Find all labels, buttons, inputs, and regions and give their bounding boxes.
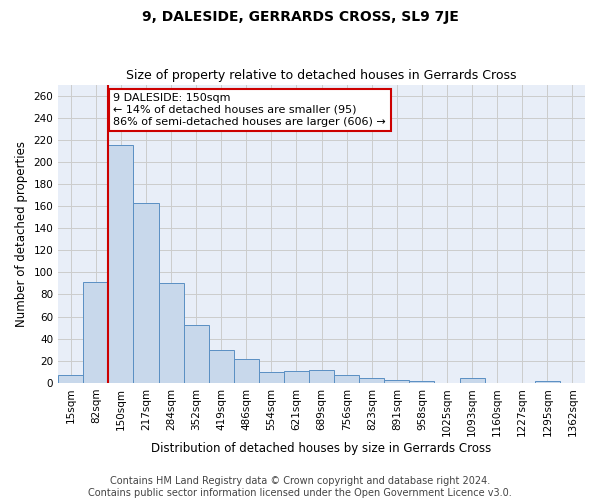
Bar: [259, 372, 284, 383]
Bar: [284, 370, 309, 383]
Text: 9 DALESIDE: 150sqm
← 14% of detached houses are smaller (95)
86% of semi-detache: 9 DALESIDE: 150sqm ← 14% of detached hou…: [113, 94, 386, 126]
Bar: [158, 284, 184, 383]
Y-axis label: Number of detached properties: Number of detached properties: [15, 140, 28, 326]
Bar: [309, 370, 334, 383]
Bar: [184, 326, 209, 383]
Bar: [83, 282, 109, 383]
Bar: [234, 358, 259, 383]
Title: Size of property relative to detached houses in Gerrards Cross: Size of property relative to detached ho…: [127, 69, 517, 82]
Bar: [385, 380, 409, 383]
Bar: [209, 350, 234, 383]
Bar: [133, 203, 158, 383]
Bar: [58, 375, 83, 383]
X-axis label: Distribution of detached houses by size in Gerrards Cross: Distribution of detached houses by size …: [151, 442, 492, 455]
Bar: [334, 375, 359, 383]
Bar: [109, 146, 133, 383]
Bar: [535, 380, 560, 383]
Text: Contains HM Land Registry data © Crown copyright and database right 2024.
Contai: Contains HM Land Registry data © Crown c…: [88, 476, 512, 498]
Text: 9, DALESIDE, GERRARDS CROSS, SL9 7JE: 9, DALESIDE, GERRARDS CROSS, SL9 7JE: [142, 10, 458, 24]
Bar: [409, 380, 434, 383]
Bar: [460, 378, 485, 383]
Bar: [359, 378, 385, 383]
